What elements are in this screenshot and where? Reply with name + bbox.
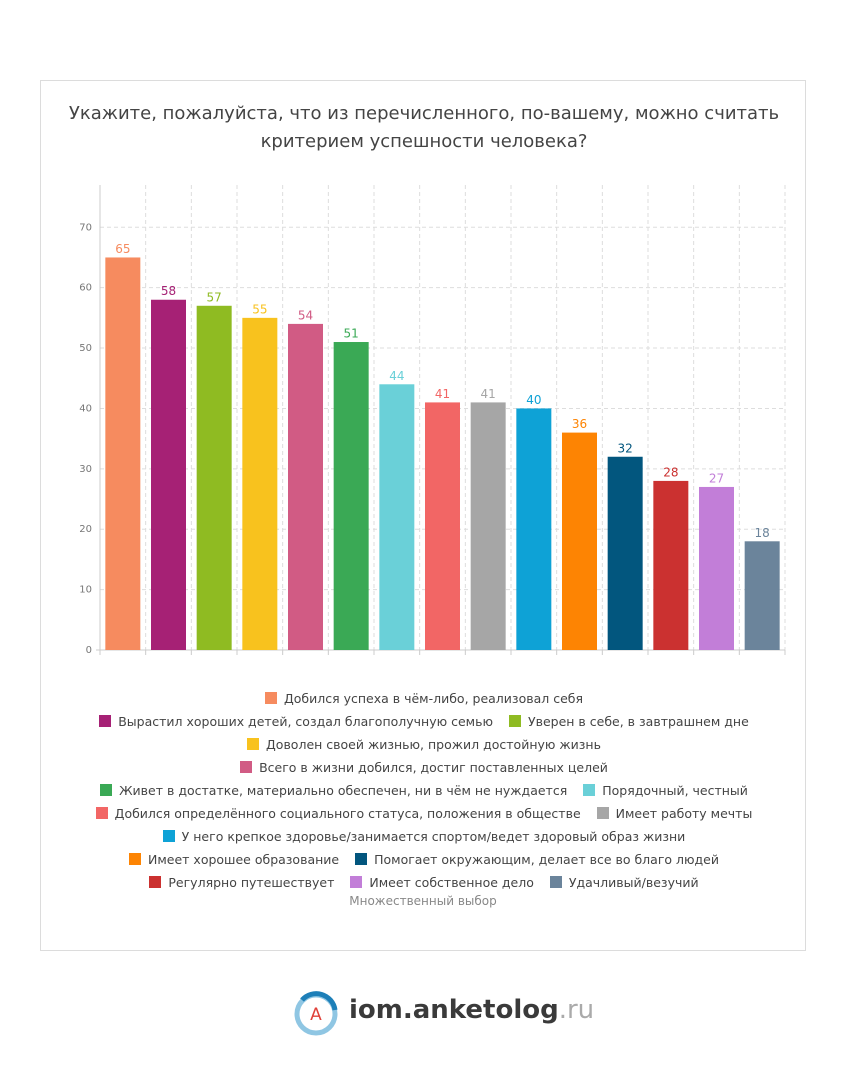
y-tick-label: 70 <box>79 222 92 233</box>
y-tick-label: 40 <box>79 403 92 414</box>
logo-letter: A <box>310 1005 322 1025</box>
logo-name: iom.anketolog <box>349 995 559 1025</box>
value-label: 65 <box>115 242 130 256</box>
value-label: 40 <box>526 393 541 407</box>
legend-item[interactable]: У него крепкое здоровье/занимается спорт… <box>162 828 686 844</box>
legend-swatch <box>162 830 175 842</box>
legend-label: Всего в жизни добился, достиг поставленн… <box>259 759 608 775</box>
bar <box>516 408 552 650</box>
legend-label: Добился определённого социального статус… <box>114 805 581 821</box>
logo-arc <box>300 991 338 1011</box>
legend-item[interactable]: Всего в жизни добился, достиг поставленн… <box>240 759 608 775</box>
legend-label: Порядочный, честный <box>602 782 748 798</box>
legend-item[interactable]: Вырастил хороших детей, создал благополу… <box>99 713 493 729</box>
bar <box>196 305 232 650</box>
legend-swatch <box>129 853 141 865</box>
bar <box>333 342 369 650</box>
chart-title: Укажите, пожалуйста, что из перечисленно… <box>68 103 780 152</box>
legend-item[interactable]: Уверен в себе, в завтрашнем дне <box>508 713 749 729</box>
legend-swatch <box>240 761 253 773</box>
y-tick-label: 60 <box>79 283 92 294</box>
note: Множественный выбор <box>349 894 497 908</box>
legend-swatch <box>350 876 363 888</box>
bar <box>288 323 323 650</box>
logo-core <box>303 1001 329 1027</box>
legend-label: Имеет работу мечты <box>615 805 753 821</box>
legend-swatch <box>100 784 113 796</box>
value-label: 44 <box>389 369 404 383</box>
legend-item[interactable]: Имеет хорошее образование <box>129 851 339 867</box>
value-label: 32 <box>618 441 633 455</box>
legend-label: Имеет собственное дело <box>369 874 534 890</box>
legend-label: У него крепкое здоровье/занимается спорт… <box>181 828 686 844</box>
legend-label: Живет в достатке, материально обеспечен,… <box>119 782 568 798</box>
value-label: 27 <box>709 471 724 485</box>
legend-label: Регулярно путешествует <box>168 874 335 890</box>
legend: Добился успеха в чём-либо, реализовал се… <box>64 690 784 890</box>
legend-item[interactable]: Помогает окружающим, делает все во благо… <box>355 851 719 867</box>
bar <box>653 480 689 650</box>
bar <box>699 486 734 650</box>
legend-label: Удачливый/везучий <box>568 874 699 890</box>
legend-item[interactable]: Имеет собственное дело <box>350 874 534 890</box>
legend-label: Вырастил хороших детей, создал благополу… <box>118 713 493 729</box>
value-label: 18 <box>755 526 770 540</box>
value-label: 41 <box>435 387 450 401</box>
legend-swatch <box>508 715 521 727</box>
y-tick-label: 20 <box>79 524 92 535</box>
value-label: 54 <box>298 308 313 322</box>
bar <box>744 541 780 650</box>
legend-item[interactable]: Удачливый/везучий <box>549 874 699 890</box>
legend-swatch <box>149 876 162 888</box>
value-label: 57 <box>207 290 222 304</box>
bar <box>607 456 643 650</box>
legend-item[interactable]: Порядочный, честный <box>583 782 748 798</box>
bar <box>470 402 506 650</box>
legend-swatch <box>99 715 112 727</box>
y-tick-label: 10 <box>79 585 92 596</box>
logo-text: iom.anketolog.ru <box>349 995 594 1025</box>
legend-label: Имеет хорошее образование <box>148 851 340 867</box>
legend-swatch <box>264 692 277 704</box>
value-label: 55 <box>252 302 267 316</box>
value-label: 28 <box>663 465 678 479</box>
bar <box>242 317 278 650</box>
bar <box>105 257 141 650</box>
legend-label: Помогает окружающим, делает все во благо… <box>374 851 719 867</box>
legend-swatch <box>247 738 260 750</box>
value-label: 58 <box>161 284 176 298</box>
legend-label: Добился успеха в чём-либо, реализовал се… <box>283 690 583 706</box>
legend-item[interactable]: Регулярно путешествует <box>149 874 334 890</box>
legend-item[interactable]: Добился определённого социального статус… <box>95 805 581 821</box>
logo-icon: A <box>294 991 338 1036</box>
value-label: 36 <box>572 417 587 431</box>
y-tick-label: 50 <box>79 343 92 354</box>
bar <box>379 384 415 650</box>
legend-swatch <box>549 876 562 888</box>
bar <box>562 432 597 650</box>
value-label: 51 <box>344 327 359 341</box>
legend-item[interactable]: Добился успеха в чём-либо, реализовал се… <box>264 690 583 706</box>
legend-label: Уверен в себе, в завтрашнем дне <box>527 713 749 729</box>
y-tick-label: 0 <box>86 645 92 656</box>
legend-swatch <box>583 784 596 796</box>
legend-label: Доволен своей жизнью, прожил достойную ж… <box>266 736 601 752</box>
legend-swatch <box>95 807 108 819</box>
legend-swatch <box>596 807 609 819</box>
legend-swatch <box>355 853 368 865</box>
legend-item[interactable]: Имеет работу мечты <box>596 805 753 821</box>
legend-item[interactable]: Живет в достатке, материально обеспечен,… <box>100 782 567 798</box>
y-tick-label: 30 <box>79 464 92 475</box>
logo-suffix: .ru <box>558 995 595 1025</box>
bar <box>425 402 460 650</box>
bar <box>151 299 186 650</box>
value-label: 41 <box>481 387 496 401</box>
card <box>40 80 806 951</box>
legend-item[interactable]: Доволен своей жизнью, прожил достойную ж… <box>247 736 601 752</box>
